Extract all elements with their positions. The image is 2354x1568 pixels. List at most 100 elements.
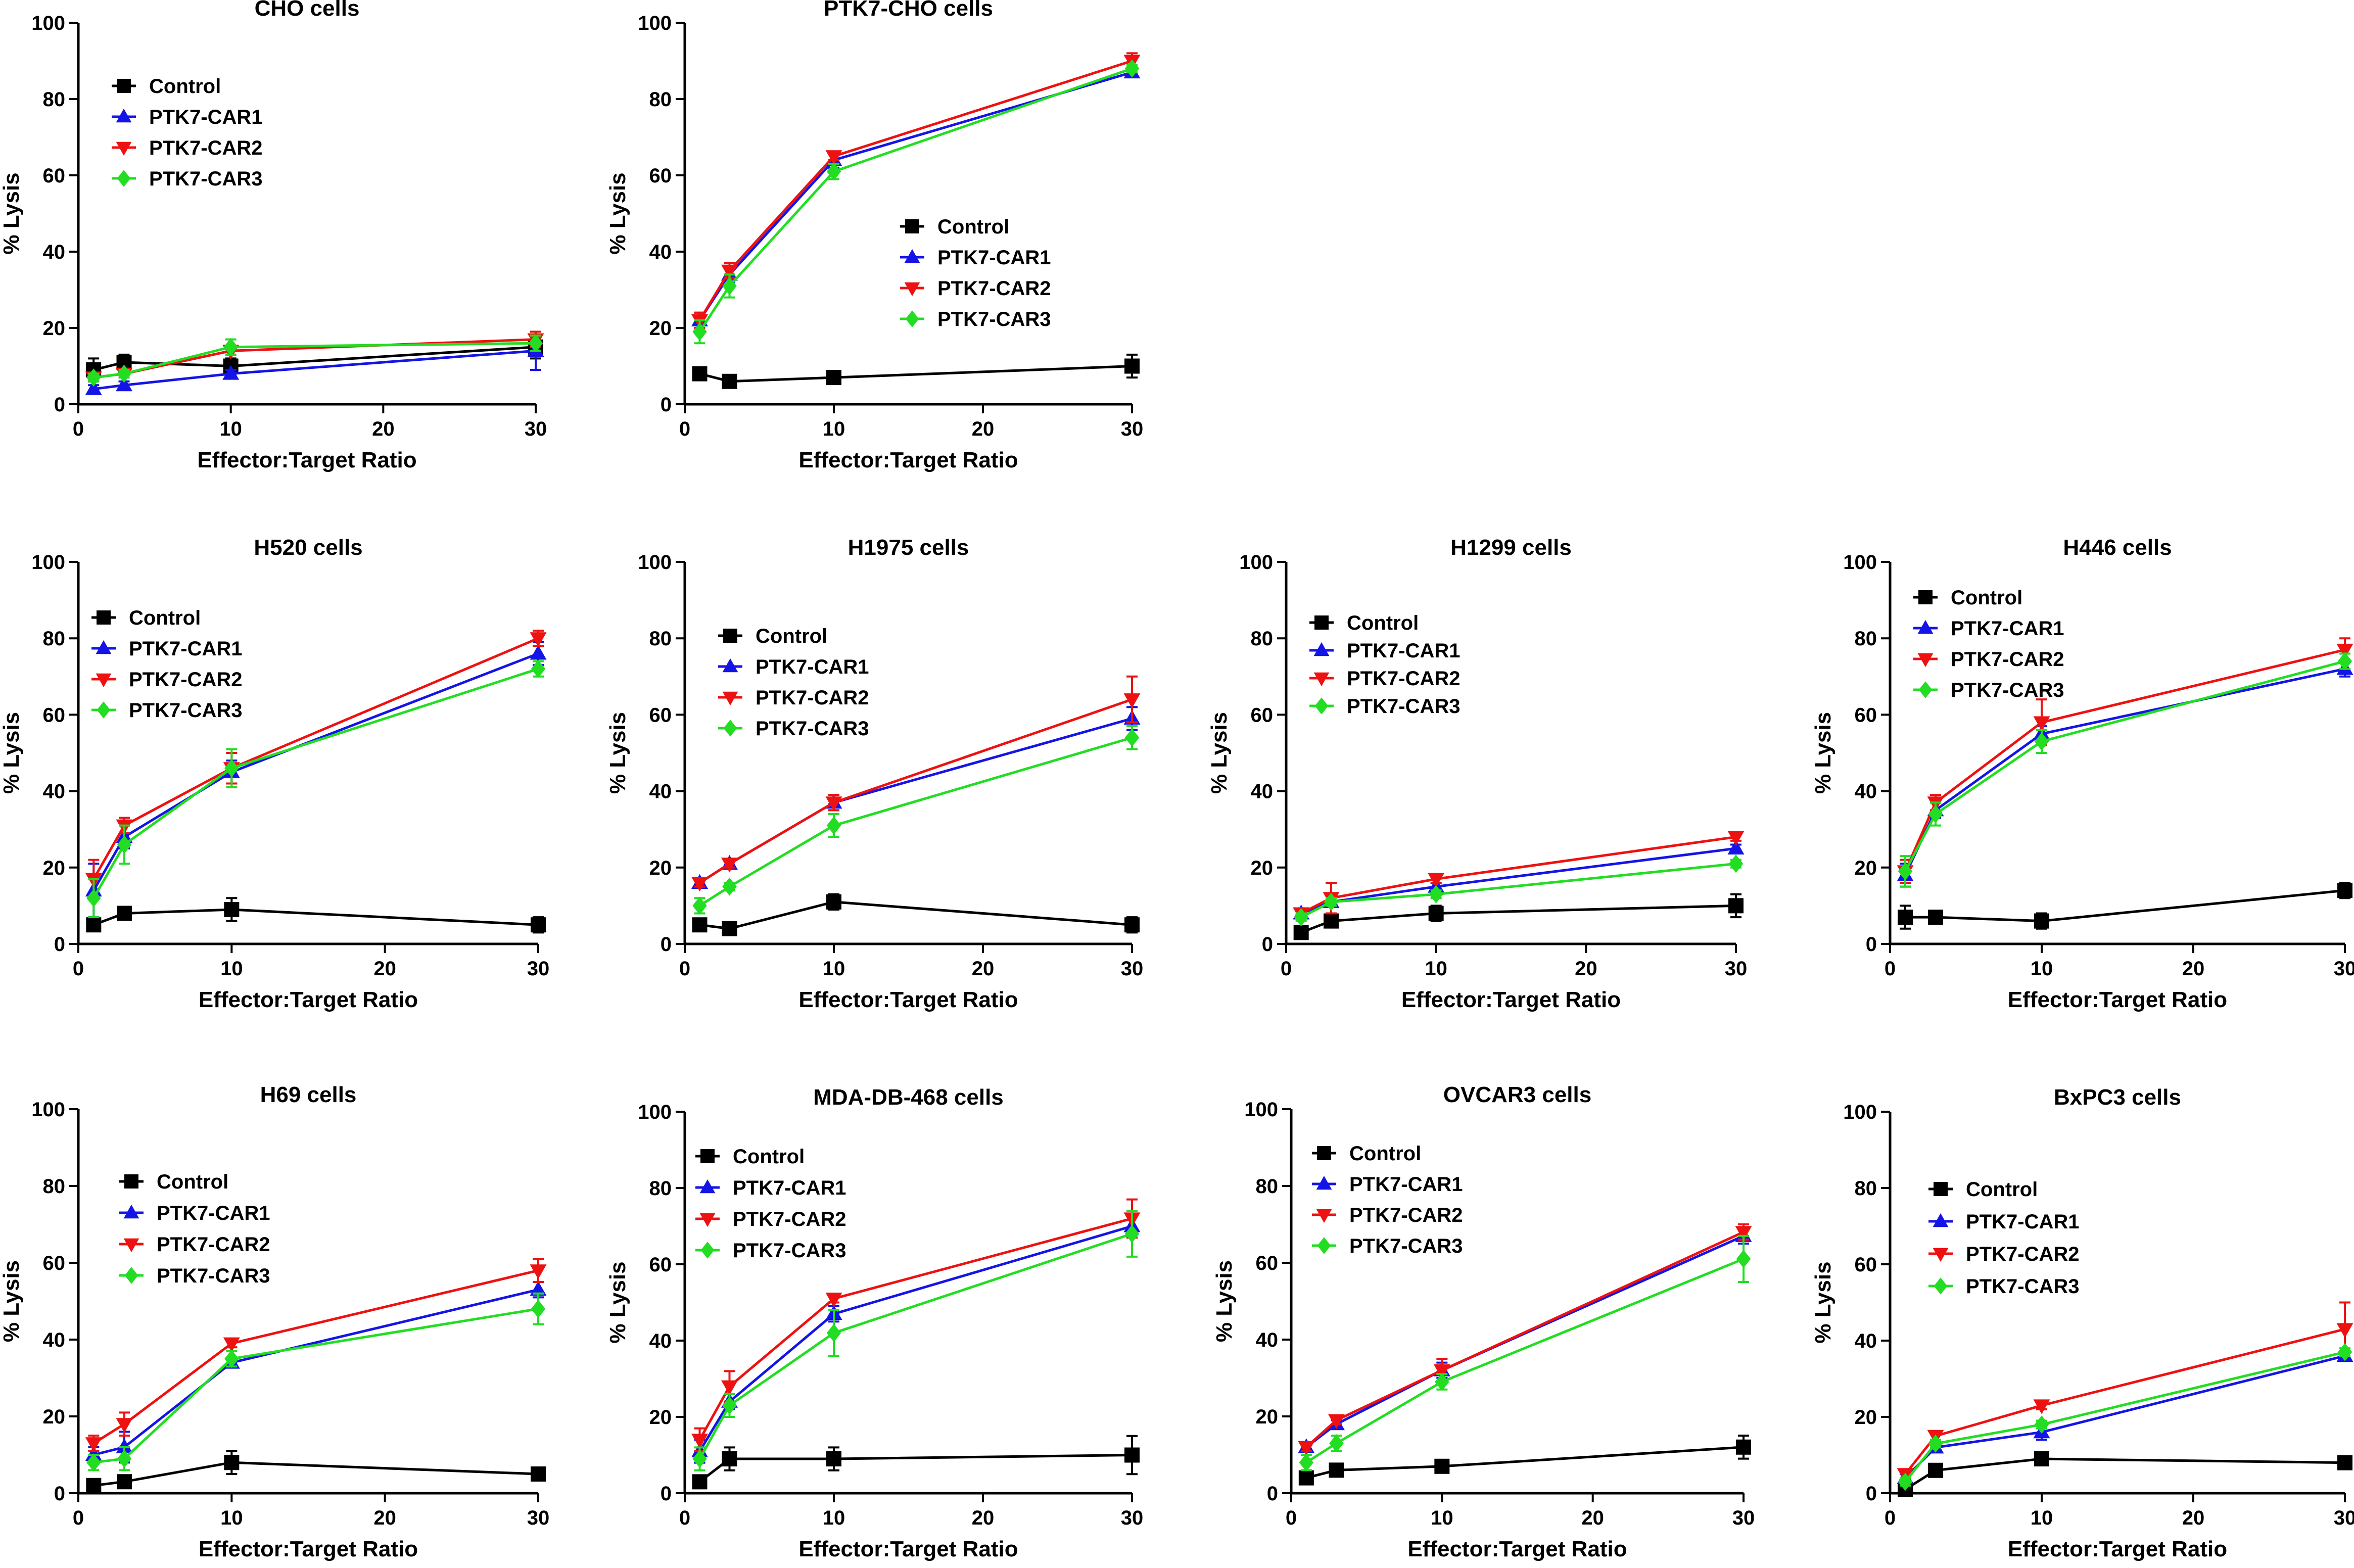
data-point	[1328, 1414, 1345, 1429]
x-tick-label: 10	[2031, 958, 2053, 980]
data-point	[825, 150, 842, 165]
data-point	[528, 334, 543, 353]
x-tick-label: 0	[1286, 1507, 1297, 1529]
y-tick-label: 40	[649, 1330, 672, 1352]
legend: Control PTK7-CAR1 PTK7-CAR2 PTK7-CAR3	[112, 75, 262, 190]
legend-label-ptk7-car2: PTK7-CAR2	[129, 669, 242, 691]
y-axis-label: % Lysis	[0, 172, 24, 254]
legend-label-control: Control	[1349, 1143, 1421, 1165]
series-line	[1905, 889, 2345, 923]
x-tick-label: 20	[972, 1507, 995, 1529]
legend-marker-ptk7-car1	[722, 658, 738, 673]
panel-title: H1975 cells	[848, 535, 969, 560]
y-tick-label: 20	[1256, 1406, 1279, 1428]
y-tick-label: 60	[43, 704, 66, 726]
y-tick-label: 0	[1262, 933, 1273, 956]
data-point	[1898, 910, 1913, 925]
series-ptk7-car3	[86, 659, 546, 919]
legend-label-ptk7-car1: PTK7-CAR1	[157, 1202, 270, 1224]
x-axis-label: Effector:Target Ratio	[2008, 987, 2227, 1012]
y-tick-label: 100	[31, 551, 65, 574]
legend-marker-control	[723, 629, 737, 643]
y-tick-label: 0	[661, 1483, 672, 1505]
y-tick-label: 20	[1855, 857, 1877, 879]
legend-marker-ptk7-car3	[700, 1242, 715, 1259]
legend-marker-control	[1317, 1146, 1331, 1160]
y-tick-label: 80	[1251, 628, 1274, 650]
data-point	[530, 1264, 547, 1279]
data-point	[1298, 1441, 1315, 1456]
data-point	[86, 1453, 101, 1472]
panel-h520-cells: H520 cells 0 20 40 60 80 100 0 10 20 30 Effector:Ta…	[0, 535, 549, 1012]
legend-label-ptk7-car1: PTK7-CAR1	[129, 638, 242, 660]
y-tick-label: 20	[649, 317, 672, 340]
x-tick-label: 20	[373, 1507, 396, 1529]
x-axis-label: Effector:Target Ratio	[199, 987, 418, 1012]
data-point	[223, 338, 238, 356]
x-tick-label: 30	[525, 418, 547, 440]
x-tick-label: 10	[1425, 958, 1447, 980]
legend-marker-ptk7-car2	[1313, 672, 1330, 687]
x-tick-label: 20	[2182, 1507, 2205, 1529]
y-tick-label: 100	[1843, 1101, 1877, 1123]
data-point	[1429, 885, 1443, 904]
y-tick-label: 60	[1251, 704, 1274, 726]
data-point	[1124, 1224, 1140, 1243]
legend-label-ptk7-car1: PTK7-CAR1	[1347, 640, 1460, 662]
data-point	[1735, 1226, 1752, 1241]
data-point	[722, 276, 737, 295]
data-point	[826, 1323, 841, 1342]
y-tick-label: 20	[649, 1406, 672, 1429]
legend-marker-ptk7-car1	[1316, 1175, 1332, 1190]
x-tick-label: 20	[1575, 958, 1597, 980]
legend-label-ptk7-car2: PTK7-CAR2	[756, 687, 869, 709]
y-tick-label: 40	[1251, 781, 1274, 803]
data-point	[117, 1474, 132, 1490]
legend-label-control: Control	[149, 75, 221, 98]
legend-marker-control	[905, 219, 919, 233]
x-axis-label: Effector:Target Ratio	[197, 448, 416, 472]
x-tick-label: 20	[972, 418, 995, 440]
data-point	[721, 858, 738, 873]
data-point	[222, 365, 240, 380]
data-point	[85, 380, 102, 395]
legend: Control PTK7-CAR1 PTK7-CAR2 PTK7-CAR3	[1312, 1143, 1463, 1257]
legend: Control PTK7-CAR1 PTK7-CAR2 PTK7-CAR3	[1309, 612, 1460, 718]
series-line	[699, 365, 1133, 383]
y-tick-label: 80	[649, 628, 672, 650]
legend-marker-ptk7-car1	[1933, 1213, 1949, 1227]
legend-label-ptk7-car3: PTK7-CAR3	[1966, 1275, 2079, 1298]
panel-title: MDA-DB-468 cells	[813, 1085, 1004, 1110]
data-point	[1294, 908, 1308, 927]
legend: Control PTK7-CAR1 PTK7-CAR2 PTK7-CAR3	[900, 216, 1051, 330]
data-point	[117, 1449, 132, 1468]
legend-label-ptk7-car1: PTK7-CAR1	[733, 1177, 846, 1199]
series-ptk7-car3	[692, 59, 1140, 345]
legend-label-ptk7-car3: PTK7-CAR3	[157, 1265, 270, 1287]
data-point	[2033, 1399, 2050, 1414]
legend-marker-ptk7-car1	[1917, 620, 1934, 634]
panel-title: H520 cells	[254, 535, 362, 560]
y-tick-label: 60	[649, 704, 672, 726]
legend-label-ptk7-car2: PTK7-CAR2	[1966, 1243, 2079, 1265]
legend: Control PTK7-CAR1 PTK7-CAR2 PTK7-CAR3	[91, 607, 242, 722]
y-tick-label: 0	[661, 933, 672, 956]
legend-label-control: Control	[756, 625, 827, 647]
y-tick-label: 100	[638, 1101, 672, 1123]
x-axis-label: Effector:Target Ratio	[798, 1537, 1018, 1561]
y-tick-label: 60	[1855, 1254, 1877, 1276]
series-line	[93, 1307, 539, 1464]
data-point	[692, 1474, 708, 1490]
legend-label-ptk7-car1: PTK7-CAR1	[756, 656, 869, 678]
data-point	[1727, 831, 1745, 846]
x-tick-label: 30	[1732, 1507, 1755, 1529]
data-point	[722, 373, 737, 389]
data-point	[2034, 1451, 2049, 1467]
data-point	[1123, 693, 1141, 708]
y-tick-label: 0	[1866, 933, 1877, 956]
series-line	[698, 1232, 1133, 1460]
legend-marker-ptk7-car1	[904, 249, 920, 263]
series-ptk7-car1	[1298, 1227, 1752, 1453]
series-line	[1300, 904, 1736, 934]
data-point	[2033, 716, 2050, 731]
